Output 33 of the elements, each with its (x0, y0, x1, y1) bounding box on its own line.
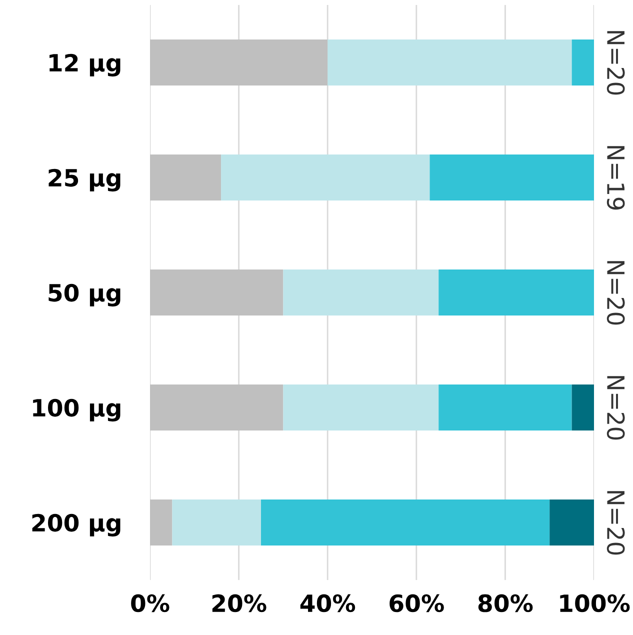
text: N=20 (606, 261, 625, 325)
x-tick-label: 0% (131, 594, 170, 612)
y-tick-label: 100 µg (33, 398, 120, 422)
bar (261, 500, 550, 546)
bar (172, 500, 261, 546)
bar (572, 384, 594, 430)
bar (283, 384, 439, 430)
bar (572, 40, 594, 86)
bar (150, 40, 328, 86)
text: N=20 (606, 376, 625, 440)
x-tick-label: 100% (560, 594, 630, 612)
y-tick-label: 25 µg (48, 168, 120, 192)
bar (150, 384, 284, 430)
bar (430, 154, 594, 200)
y-tick-label: 12 µg (50, 54, 120, 76)
x-tick-label: 80% (478, 594, 533, 612)
text: N=20 (606, 31, 625, 95)
bar (150, 500, 172, 546)
bar (438, 270, 594, 316)
bar (150, 270, 284, 316)
x-tick-label: 60% (390, 594, 444, 612)
x-tick-label: 20% (212, 594, 266, 612)
bar (283, 270, 439, 316)
text: N=19 (606, 146, 625, 210)
bar (550, 500, 594, 546)
x-tick-label: 40% (300, 594, 356, 612)
bar (150, 154, 222, 200)
y-tick-label: 200 µg (32, 514, 120, 536)
bar (221, 154, 430, 200)
bar (328, 40, 572, 86)
text: N=20 (606, 491, 625, 555)
y-tick-label: 50 µg (48, 284, 120, 306)
bar (438, 384, 572, 430)
